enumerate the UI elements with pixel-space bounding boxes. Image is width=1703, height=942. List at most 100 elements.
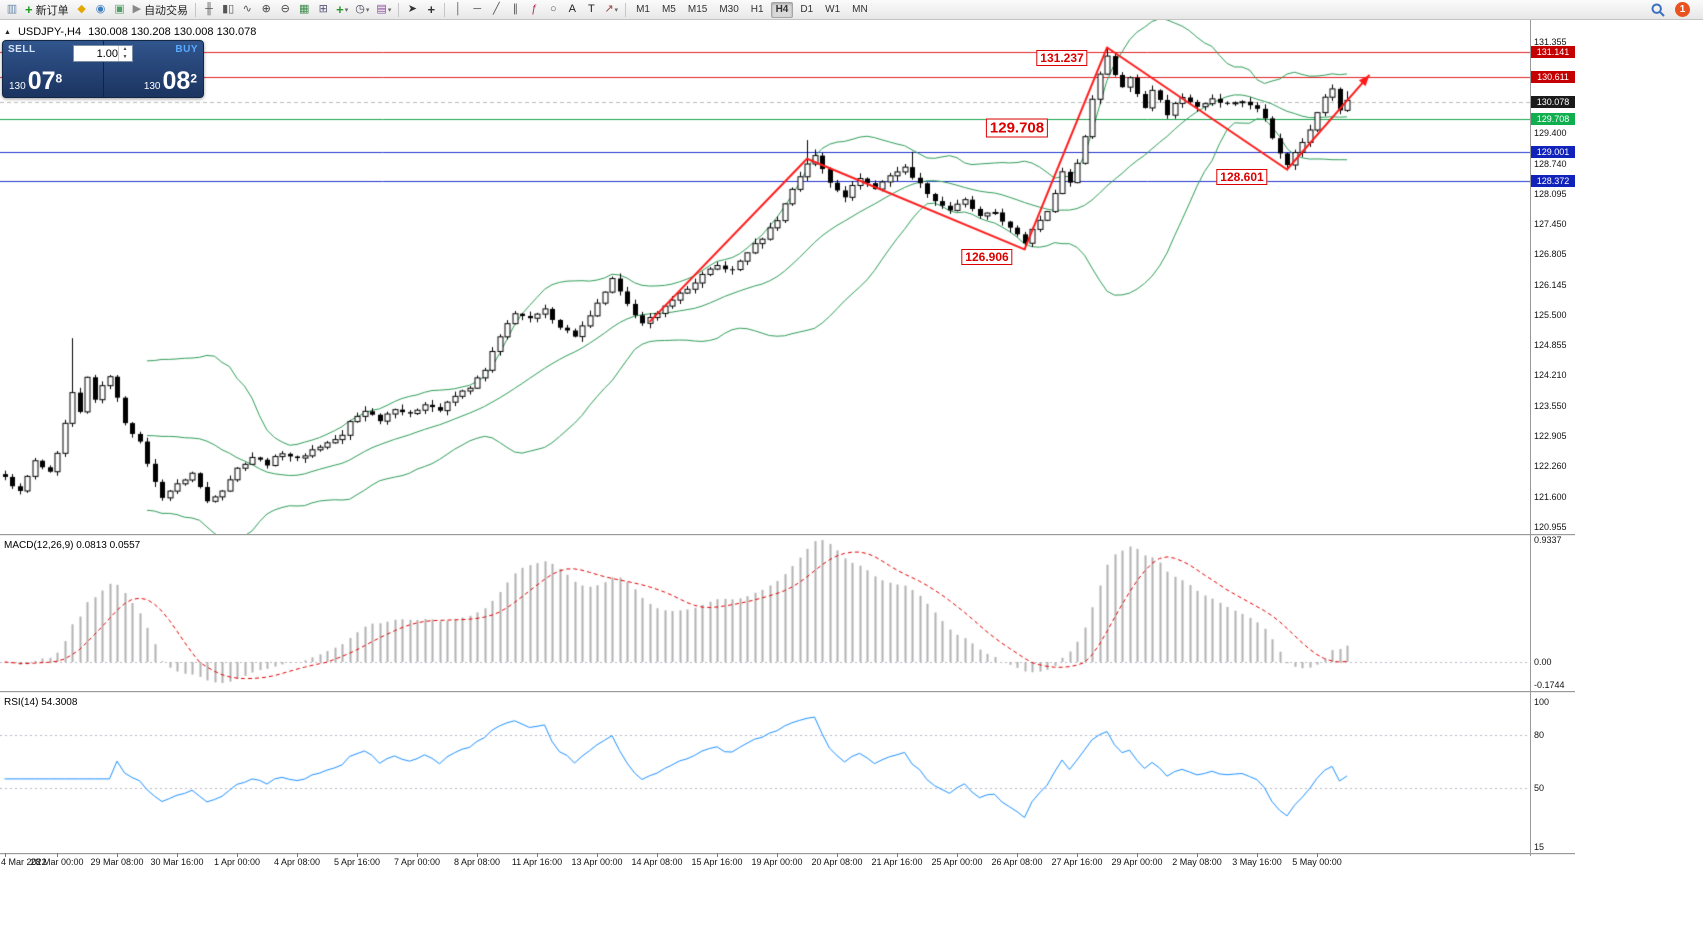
horizontal-line-icon[interactable]: ─: [468, 1, 486, 19]
spin-down-icon[interactable]: ▼: [122, 53, 128, 60]
time-axis-tick: [177, 853, 178, 857]
time-axis-tick: [537, 853, 538, 857]
timeframe-button-H4[interactable]: H4: [770, 1, 794, 18]
chevron-down-icon: ▾: [365, 6, 370, 14]
time-axis-label: 11 Apr 16:00: [511, 857, 563, 867]
bar-chart-icon[interactable]: ╫: [200, 1, 218, 19]
volume-input[interactable]: [74, 47, 118, 60]
price-axis-label: 120.955: [1534, 521, 1567, 532]
timeframe-button-M15[interactable]: M15: [687, 4, 708, 15]
toolbar-separator: [398, 2, 400, 17]
templates-icon[interactable]: ▤ ▾: [373, 1, 394, 19]
navigator-icon[interactable]: ▣: [111, 1, 129, 19]
channel-icon[interactable]: ∥: [506, 1, 524, 19]
indicators-icon: +: [336, 2, 344, 17]
rsi-indicator-canvas[interactable]: [0, 694, 1530, 853]
pane-divider[interactable]: [0, 853, 1575, 856]
new-chart-icon: ▥: [6, 3, 18, 15]
mql5-community-icon[interactable]: ◆: [73, 1, 91, 19]
timeframe-button-MN[interactable]: MN: [852, 4, 868, 15]
cursor-icon[interactable]: ➤: [403, 1, 421, 19]
price-annotation[interactable]: 126.906: [961, 248, 1013, 265]
new-order-button: +: [25, 2, 33, 17]
price-axis-label: 126.145: [1534, 279, 1567, 290]
pane-divider[interactable]: [0, 691, 1575, 694]
price-axis-label: 121.600: [1534, 491, 1567, 502]
buy-price: 130082: [143, 67, 197, 95]
arrows-icon[interactable]: ↗ ▾: [601, 1, 621, 19]
candlestick-chart-icon: ▮▯: [222, 3, 235, 15]
autotrade-button: ▶: [132, 3, 142, 15]
time-axis-label: 30 Mar 16:00: [150, 857, 204, 867]
timeframe-button-D1[interactable]: D1: [800, 4, 814, 15]
vertical-line-icon[interactable]: │: [449, 1, 467, 19]
crosshair-icon[interactable]: +: [422, 1, 440, 19]
price-axis-label: 123.550: [1534, 400, 1567, 411]
time-axis-tick: [1317, 853, 1318, 857]
time-axis-tick: [897, 853, 898, 857]
time-axis-tick: [5, 853, 6, 857]
trendline-icon[interactable]: ╱: [487, 1, 505, 19]
price-level-tag: 131.141: [1531, 46, 1575, 58]
autotrade-button[interactable]: ▶ 自动交易: [130, 1, 191, 19]
chart-window[interactable]: ▲ USDJPY-,H4 130.008 130.208 130.008 130…: [0, 20, 1575, 870]
chart-title-bar: ▲ USDJPY-,H4 130.008 130.208 130.008 130…: [4, 26, 256, 38]
grid-icon[interactable]: ▦: [295, 1, 313, 19]
toolbar: ▥ + 新订单 ◆ ◉ ▣ ▶ 自动交易 ╫ ▮▯ ∿ ⊕ ⊖ ▦ ⊞ + ▾ ◷ ▾ ▤ ▾ ➤ + │ ─ ╱ ∥ ƒ ○ A T ↗ ▾ …: [0, 0, 1703, 20]
new-chart-icon[interactable]: ▥: [3, 1, 21, 19]
line-chart-icon[interactable]: ∿: [238, 1, 256, 19]
spin-up-icon[interactable]: ▲: [122, 46, 128, 52]
macd-indicator-canvas[interactable]: [0, 537, 1530, 691]
price-annotation[interactable]: 128.601: [1216, 169, 1268, 186]
text-icon[interactable]: A: [563, 1, 581, 19]
timeframe-button-W1[interactable]: W1: [825, 4, 841, 15]
price-annotation[interactable]: 131.237: [1036, 49, 1088, 66]
timeframe-button-H1[interactable]: H1: [750, 4, 764, 15]
time-axis-label: 28 Mar 00:00: [30, 857, 84, 867]
one-click-collapse-arrow[interactable]: ▲: [4, 28, 11, 36]
periods-icon[interactable]: ◷ ▾: [352, 1, 372, 19]
time-axis-label: 7 Apr 00:00: [393, 857, 441, 867]
time-axis-label: 14 Apr 08:00: [631, 857, 683, 867]
time-axis-label: 25 Apr 00:00: [931, 857, 983, 867]
time-axis-label: 8 Apr 08:00: [453, 857, 501, 867]
fibonacci-icon[interactable]: ƒ: [525, 1, 543, 19]
text-label-icon[interactable]: T: [582, 1, 600, 19]
price-level-tag: 130.078: [1531, 95, 1575, 108]
zoom-out-icon[interactable]: ⊖: [276, 1, 294, 19]
toolbar-separator: [444, 2, 446, 17]
indicators-icon[interactable]: + ▾: [333, 1, 351, 19]
macd-scale-label: 0.00: [1534, 657, 1552, 667]
time-axis-tick: [1257, 853, 1258, 857]
mql5-community-icon: ◆: [77, 3, 86, 15]
time-axis-label: 3 May 16:00: [1232, 857, 1282, 867]
timeframe-buttons: M1 M5 M15 M30 H1 H4 D1 W1 MN: [630, 1, 874, 18]
new-order-button[interactable]: + 新订单: [22, 1, 72, 19]
time-axis-label: 29 Apr 00:00: [1111, 857, 1163, 867]
timeframe-button-M1[interactable]: M1: [636, 4, 650, 15]
timeframe-button-M5[interactable]: M5: [661, 4, 676, 15]
rsi-scale-label: 100: [1534, 696, 1550, 707]
search-icon[interactable]: [1651, 3, 1665, 17]
candlestick-chart-icon[interactable]: ▮▯: [219, 1, 237, 19]
new-order-button-label: 新订单: [35, 4, 69, 17]
toolbar-separator: [625, 2, 627, 17]
notification-badge[interactable]: 1: [1675, 2, 1690, 17]
timeframe-button-M30[interactable]: M30: [719, 4, 739, 15]
pane-divider[interactable]: [0, 534, 1575, 537]
autotrade-button-label: 自动交易: [144, 4, 189, 17]
tile-windows-icon[interactable]: ⊞: [314, 1, 332, 19]
time-axis-tick: [297, 853, 298, 857]
toolbar-items: ▥ + 新订单 ◆ ◉ ▣ ▶ 自动交易 ╫ ▮▯ ∿ ⊕ ⊖ ▦ ⊞ + ▾ ◷ ▾ ▤ ▾ ➤ + │ ─ ╱ ∥ ƒ ○ A T ↗ ▾: [3, 1, 629, 19]
zoom-in-icon[interactable]: ⊕: [257, 1, 275, 19]
chevron-down-icon: ▾: [344, 6, 349, 14]
shapes-icon[interactable]: ○: [544, 1, 562, 19]
price-level-tag: 129.708: [1531, 112, 1575, 125]
price-axis-label: 126.805: [1534, 249, 1567, 260]
time-axis-tick: [357, 853, 358, 857]
time-axis-tick: [1017, 853, 1018, 857]
price-chart-canvas[interactable]: [0, 20, 1530, 534]
market-watch-icon[interactable]: ◉: [92, 1, 110, 19]
price-annotation[interactable]: 129.708: [985, 118, 1049, 138]
chart-ohlc-values: 130.008 130.208 130.008 130.078: [88, 26, 257, 38]
